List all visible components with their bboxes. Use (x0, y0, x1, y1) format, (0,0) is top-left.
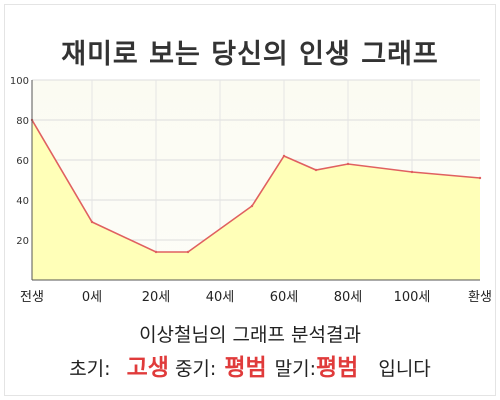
life-line (31, 119, 481, 253)
middle-label: 중기: (174, 358, 217, 380)
x-tick-label: 0세 (82, 290, 102, 305)
early-value: 고생 (126, 355, 169, 381)
image-frame (4, 4, 496, 396)
x-tick-label: 전생 (20, 290, 44, 305)
x-tick-label: 100세 (394, 290, 431, 305)
data-point (250, 204, 254, 208)
x-tick-label: 환생 (468, 290, 492, 305)
data-point (314, 168, 318, 172)
data-point (478, 176, 482, 180)
y-tick-label: 60 (16, 156, 29, 167)
early-label: 초기: (69, 358, 111, 380)
x-tick-label: 40세 (206, 290, 235, 305)
middle-value: 평범 (224, 355, 267, 381)
chart-title: 재미로 보는 당신의 인생 그래프 (61, 39, 439, 70)
late-value: 평범 (316, 355, 359, 381)
result-heading: 이상철님의 그래프 분석결과 (139, 324, 361, 346)
late-label: 말기: (274, 358, 317, 380)
y-tick-label: 100 (10, 76, 29, 87)
x-tick-label: 60세 (270, 290, 299, 305)
data-point (90, 220, 94, 224)
data-point (154, 250, 158, 254)
y-tick-label: 20 (16, 236, 29, 247)
result-summary: 초기: 고생 중기: 평범 말기:평범 입니다 (0, 348, 500, 382)
x-tick-label: 20세 (142, 290, 171, 305)
y-tick-label: 80 (16, 116, 29, 127)
x-tick-label: 80세 (334, 290, 363, 305)
y-tick-label: 40 (16, 196, 29, 207)
data-point (346, 162, 350, 166)
data-point (410, 170, 414, 174)
data-point (186, 250, 190, 254)
data-point (282, 154, 286, 158)
result-suffix: 입니다 (378, 358, 431, 380)
